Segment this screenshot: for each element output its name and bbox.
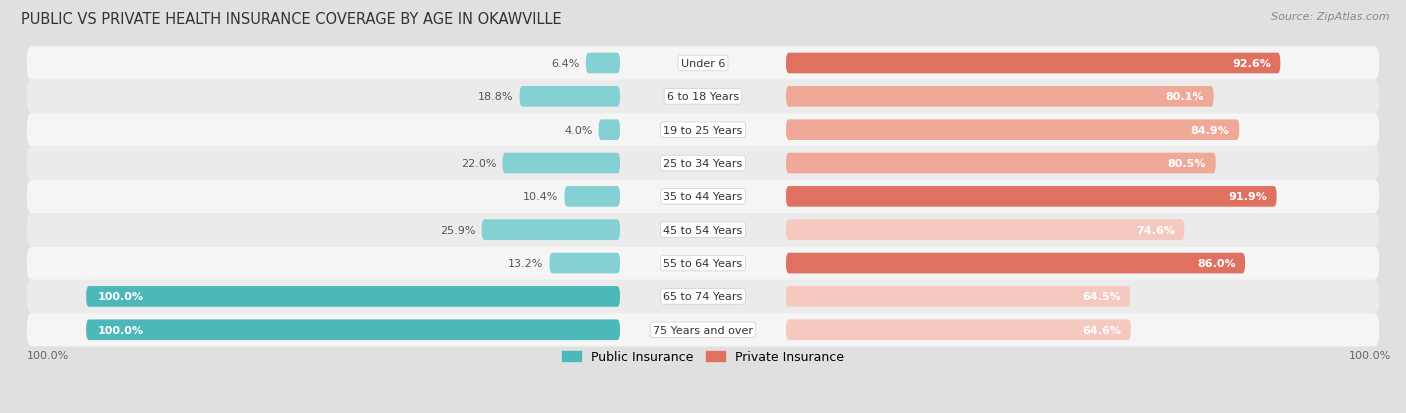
Text: 80.1%: 80.1%: [1166, 92, 1204, 102]
FancyBboxPatch shape: [86, 320, 620, 340]
FancyBboxPatch shape: [27, 313, 1379, 347]
Text: 55 to 64 Years: 55 to 64 Years: [664, 259, 742, 268]
FancyBboxPatch shape: [27, 81, 1379, 114]
Text: 74.6%: 74.6%: [1136, 225, 1175, 235]
Text: 35 to 44 Years: 35 to 44 Years: [664, 192, 742, 202]
Text: 6 to 18 Years: 6 to 18 Years: [666, 92, 740, 102]
Text: PUBLIC VS PRIVATE HEALTH INSURANCE COVERAGE BY AGE IN OKAWVILLE: PUBLIC VS PRIVATE HEALTH INSURANCE COVER…: [21, 12, 562, 27]
Text: 84.9%: 84.9%: [1191, 126, 1230, 135]
Text: 10.4%: 10.4%: [523, 192, 558, 202]
Text: Source: ZipAtlas.com: Source: ZipAtlas.com: [1271, 12, 1389, 22]
Text: Under 6: Under 6: [681, 59, 725, 69]
Text: 64.5%: 64.5%: [1083, 292, 1121, 301]
Text: 25.9%: 25.9%: [440, 225, 475, 235]
FancyBboxPatch shape: [786, 120, 1239, 141]
Text: 100.0%: 100.0%: [98, 325, 143, 335]
FancyBboxPatch shape: [27, 214, 1379, 247]
FancyBboxPatch shape: [27, 47, 1379, 81]
Text: 65 to 74 Years: 65 to 74 Years: [664, 292, 742, 301]
FancyBboxPatch shape: [27, 114, 1379, 147]
Text: 86.0%: 86.0%: [1197, 259, 1236, 268]
Text: 64.6%: 64.6%: [1083, 325, 1122, 335]
Text: 100.0%: 100.0%: [27, 350, 69, 360]
FancyBboxPatch shape: [786, 286, 1130, 307]
Text: 18.8%: 18.8%: [478, 92, 513, 102]
Text: 100.0%: 100.0%: [98, 292, 143, 301]
FancyBboxPatch shape: [786, 220, 1184, 240]
FancyBboxPatch shape: [564, 187, 620, 207]
FancyBboxPatch shape: [599, 120, 620, 141]
Text: 45 to 54 Years: 45 to 54 Years: [664, 225, 742, 235]
Text: 22.0%: 22.0%: [461, 159, 496, 169]
Text: 75 Years and over: 75 Years and over: [652, 325, 754, 335]
FancyBboxPatch shape: [786, 87, 1213, 107]
Text: 92.6%: 92.6%: [1232, 59, 1271, 69]
FancyBboxPatch shape: [786, 187, 1277, 207]
Text: 80.5%: 80.5%: [1168, 159, 1206, 169]
FancyBboxPatch shape: [502, 153, 620, 174]
Legend: Public Insurance, Private Insurance: Public Insurance, Private Insurance: [557, 345, 849, 368]
FancyBboxPatch shape: [482, 220, 620, 240]
FancyBboxPatch shape: [550, 253, 620, 274]
FancyBboxPatch shape: [520, 87, 620, 107]
FancyBboxPatch shape: [786, 253, 1246, 274]
Text: 25 to 34 Years: 25 to 34 Years: [664, 159, 742, 169]
FancyBboxPatch shape: [586, 54, 620, 74]
Text: 19 to 25 Years: 19 to 25 Years: [664, 126, 742, 135]
Text: 91.9%: 91.9%: [1229, 192, 1267, 202]
FancyBboxPatch shape: [27, 147, 1379, 180]
Text: 4.0%: 4.0%: [564, 126, 593, 135]
FancyBboxPatch shape: [786, 54, 1281, 74]
Text: 13.2%: 13.2%: [508, 259, 544, 268]
FancyBboxPatch shape: [27, 180, 1379, 214]
FancyBboxPatch shape: [27, 247, 1379, 280]
Text: 6.4%: 6.4%: [551, 59, 579, 69]
FancyBboxPatch shape: [786, 320, 1130, 340]
Text: 100.0%: 100.0%: [1348, 350, 1391, 360]
FancyBboxPatch shape: [86, 286, 620, 307]
FancyBboxPatch shape: [786, 153, 1216, 174]
FancyBboxPatch shape: [27, 280, 1379, 313]
